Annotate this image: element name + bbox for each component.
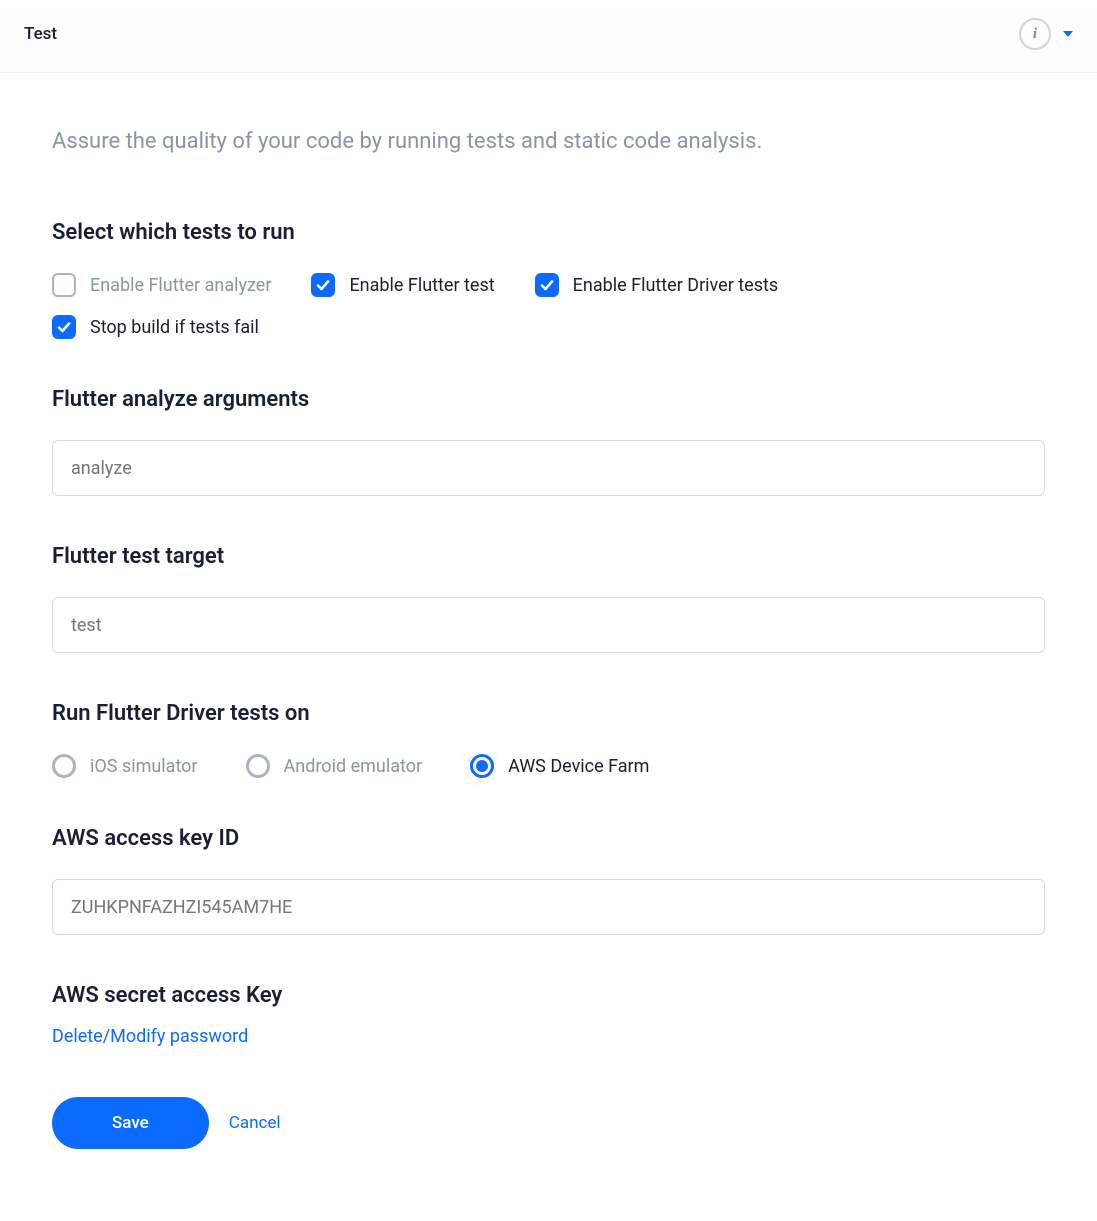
header-actions: i [1019,18,1073,50]
radio-label: Android emulator [284,756,423,777]
checkbox-enable-flutter-test[interactable]: Enable Flutter test [311,273,494,297]
aws-secret-heading: AWS secret access Key [52,983,1045,1008]
panel-title: Test [24,24,57,44]
radio-icon [246,754,270,778]
radio-ios-simulator[interactable]: iOS simulator [52,754,198,778]
collapse-caret-icon[interactable] [1063,31,1073,37]
radio-label: AWS Device Farm [508,756,649,777]
radio-android-emulator[interactable]: Android emulator [246,754,423,778]
radio-aws-device-farm[interactable]: AWS Device Farm [470,754,649,778]
save-button[interactable]: Save [52,1097,209,1149]
checkbox-icon [311,273,335,297]
test-target-heading: Flutter test target [52,544,1045,569]
aws-access-key-input[interactable] [52,879,1045,935]
tests-checkbox-group: Enable Flutter analyzer Enable Flutter t… [52,273,1045,339]
checkbox-label: Enable Flutter Driver tests [573,275,779,296]
aws-access-key-block: AWS access key ID [52,826,1045,935]
checkbox-enable-driver-tests[interactable]: Enable Flutter Driver tests [535,273,779,297]
analyze-args-input[interactable] [52,440,1045,496]
test-target-block: Flutter test target [52,544,1045,653]
radio-icon [470,754,494,778]
analyze-args-heading: Flutter analyze arguments [52,387,1045,412]
info-icon[interactable]: i [1019,18,1051,50]
intro-text: Assure the quality of your code by runni… [52,129,1045,154]
analyze-args-block: Flutter analyze arguments [52,387,1045,496]
test-target-input[interactable] [52,597,1045,653]
checkbox-label: Enable Flutter analyzer [90,275,271,296]
checkbox-icon [52,315,76,339]
checkbox-stop-on-fail[interactable]: Stop build if tests fail [52,315,1045,339]
delete-modify-password-link[interactable]: Delete/Modify password [52,1026,248,1047]
panel-header: Test i [0,0,1097,73]
radio-label: iOS simulator [90,756,198,777]
checkbox-label: Enable Flutter test [349,275,494,296]
driver-target-radio-group: iOS simulator Android emulator AWS Devic… [52,754,1045,778]
panel-content: Assure the quality of your code by runni… [0,73,1097,1209]
radio-icon [52,754,76,778]
cancel-button[interactable]: Cancel [229,1113,281,1133]
button-row: Save Cancel [52,1097,1045,1149]
aws-secret-block: AWS secret access Key Delete/Modify pass… [52,983,1045,1047]
checkbox-enable-analyzer[interactable]: Enable Flutter analyzer [52,273,271,297]
checkbox-icon [535,273,559,297]
checkbox-icon [52,273,76,297]
checkbox-label: Stop build if tests fail [90,317,259,338]
aws-access-key-heading: AWS access key ID [52,826,1045,851]
driver-target-heading: Run Flutter Driver tests on [52,701,1045,726]
tests-heading: Select which tests to run [52,220,1045,245]
